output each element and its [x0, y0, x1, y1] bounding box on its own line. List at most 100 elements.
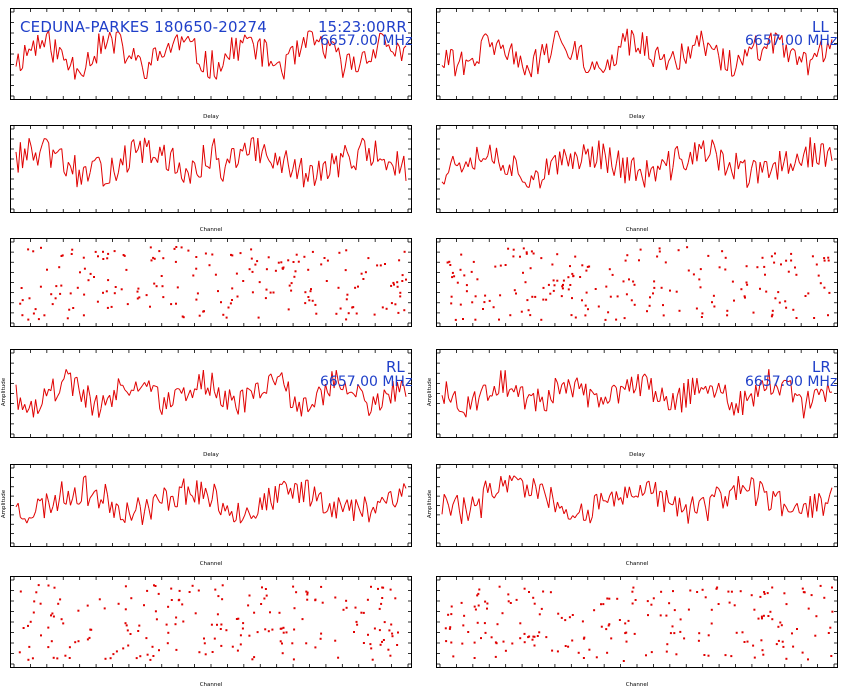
- line-segment: [62, 50, 64, 60]
- scatter-point: [130, 633, 132, 635]
- line-segment: [223, 167, 225, 182]
- scatter-point: [110, 657, 112, 659]
- scatter-point: [104, 607, 106, 609]
- scatter-point: [761, 616, 763, 618]
- line-segment: [793, 393, 795, 402]
- line-segment: [642, 32, 644, 55]
- line-segment: [446, 50, 448, 65]
- line-segment: [86, 166, 88, 181]
- chart-panel-rr-amp: Channel: [10, 125, 412, 213]
- scatter-point: [391, 633, 393, 635]
- line-segment: [538, 172, 540, 188]
- scatter-point: [303, 256, 305, 258]
- scatter-point: [763, 266, 765, 268]
- line-segment: [158, 387, 160, 409]
- scatter-point: [356, 621, 358, 623]
- line-segment: [73, 57, 75, 79]
- scatter-point: [138, 625, 140, 627]
- scatter-point: [783, 592, 785, 594]
- line-segment: [171, 44, 173, 52]
- line-segment: [481, 158, 483, 161]
- line-segment: [203, 51, 205, 72]
- line-segment: [145, 499, 147, 511]
- line-segment: [308, 480, 310, 506]
- line-segment: [223, 503, 225, 511]
- scatter-point: [466, 284, 468, 286]
- line-segment: [190, 161, 192, 184]
- scatter-point: [231, 287, 233, 289]
- scatter-point: [531, 250, 533, 252]
- scatter-point: [382, 306, 384, 308]
- scatter-point: [824, 260, 826, 262]
- line-segment: [134, 139, 136, 152]
- chart-svg-lr-delay: [436, 349, 838, 438]
- line-segment: [514, 156, 516, 160]
- scatter-point: [675, 653, 677, 655]
- scatter-point: [212, 651, 214, 653]
- scatter-point: [760, 639, 762, 641]
- scatter-point: [40, 286, 42, 288]
- scatter-point: [33, 612, 35, 614]
- scatter-point: [38, 584, 40, 586]
- line-segment: [127, 168, 129, 173]
- scatter-point: [182, 621, 184, 623]
- line-segment: [584, 144, 586, 154]
- line-segment: [99, 500, 101, 509]
- x-axis-label: Channel: [10, 227, 412, 233]
- line-segment: [275, 63, 277, 65]
- scatter-point: [524, 588, 526, 590]
- scatter-point: [474, 642, 476, 644]
- scatter-point: [171, 599, 173, 601]
- line-segment: [175, 388, 177, 390]
- line-segment: [656, 166, 658, 181]
- scatter-point: [270, 292, 272, 294]
- scatter-point: [477, 622, 479, 624]
- line-segment: [386, 394, 388, 395]
- line-segment: [629, 161, 631, 181]
- line-segment: [708, 43, 710, 45]
- scatter-point: [474, 657, 476, 659]
- scatter-point: [483, 301, 485, 303]
- line-segment: [373, 49, 375, 58]
- line-segment: [540, 44, 542, 57]
- frequency-label-rr: 6657.00 MHz: [320, 33, 412, 49]
- scatter-point: [698, 278, 700, 280]
- line-segment: [540, 180, 542, 188]
- line-segment: [673, 149, 675, 167]
- line-segment: [131, 514, 133, 521]
- line-segment: [557, 502, 559, 508]
- scatter-point: [449, 264, 451, 266]
- line-segment: [571, 153, 573, 168]
- line-segment: [575, 41, 577, 60]
- line-segment: [273, 65, 275, 66]
- scatter-point: [761, 617, 763, 619]
- line-segment: [271, 374, 273, 380]
- line-segment: [219, 62, 221, 71]
- scatter-point: [390, 624, 392, 626]
- scatter-point: [507, 248, 509, 250]
- scatter-point: [656, 256, 658, 258]
- scatter-point: [453, 275, 455, 277]
- scatter-point: [605, 286, 607, 288]
- line-segment: [699, 31, 701, 47]
- line-segment: [518, 174, 520, 178]
- scatter-point: [58, 266, 60, 268]
- scatter-point: [537, 635, 539, 637]
- line-segment: [771, 164, 773, 172]
- line-segment: [18, 503, 20, 517]
- line-segment: [20, 517, 22, 519]
- scatter-point: [222, 314, 224, 316]
- line-segment: [23, 45, 25, 68]
- line-segment: [808, 60, 810, 75]
- scatter-point: [177, 286, 179, 288]
- line-segment: [664, 490, 666, 512]
- scatter-point: [764, 593, 766, 595]
- line-segment: [808, 391, 810, 409]
- line-segment: [760, 162, 762, 172]
- scatter-point: [90, 273, 92, 275]
- line-segment: [190, 494, 192, 496]
- scatter-point: [698, 640, 700, 642]
- line-segment: [629, 30, 631, 55]
- line-segment: [725, 496, 727, 506]
- line-segment: [610, 387, 612, 401]
